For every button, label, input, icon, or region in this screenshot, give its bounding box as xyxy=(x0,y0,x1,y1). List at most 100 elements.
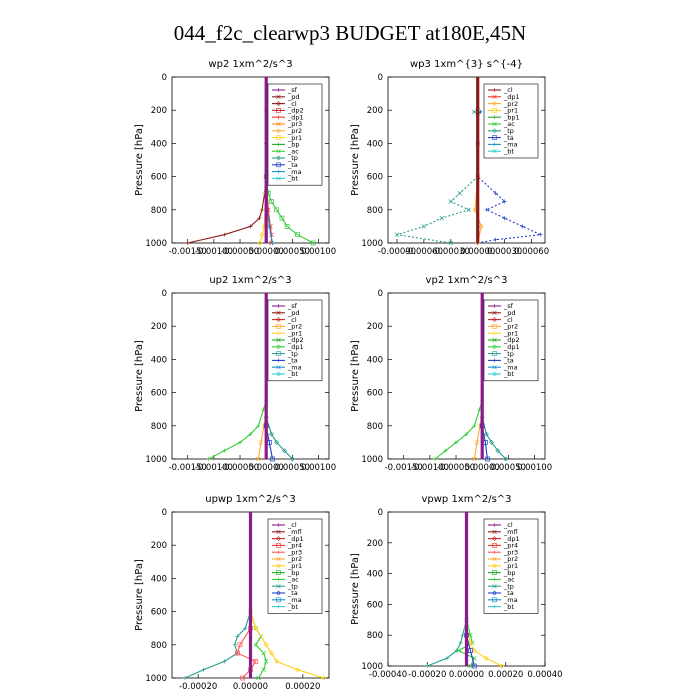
data-point xyxy=(458,640,463,645)
plot-frame xyxy=(387,292,546,460)
legend-marker xyxy=(492,337,497,343)
legend-label: _dp1 xyxy=(287,535,304,543)
legend-label: _dp2 xyxy=(287,107,304,115)
data-point xyxy=(460,633,465,638)
data-point xyxy=(394,232,400,237)
legend-marker xyxy=(276,364,281,370)
legend-label: _bp xyxy=(287,569,300,577)
legend-marker xyxy=(276,583,281,589)
legend-label: _ac xyxy=(287,147,299,155)
legend-marker xyxy=(276,128,281,134)
legend-marker xyxy=(276,148,281,154)
data-point xyxy=(267,224,272,229)
legend-marker xyxy=(276,135,281,140)
x-tick-label: -0.00150 xyxy=(169,247,207,257)
plot-frame xyxy=(171,292,330,460)
legend-label: _cl xyxy=(503,86,513,94)
data-point xyxy=(478,223,484,229)
legend-label: _pr3 xyxy=(287,548,302,556)
legend-marker xyxy=(492,371,497,377)
legend-marker xyxy=(276,543,281,548)
y-tick-label: 400 xyxy=(151,139,167,149)
legend-marker xyxy=(276,88,281,92)
legend-label: _dp1 xyxy=(287,343,304,351)
legend-label: _bp1 xyxy=(503,113,520,121)
data-point xyxy=(243,626,248,631)
series-line-pr3 xyxy=(236,512,257,679)
legend-label: _pr2 xyxy=(503,100,518,108)
data-point xyxy=(253,625,259,631)
legend-label: _dp2 xyxy=(287,336,304,344)
x-tick-label: -0.00040 xyxy=(369,670,407,680)
x-tick-label: -0.00150 xyxy=(169,463,207,473)
legend-marker xyxy=(276,142,281,147)
legend-marker xyxy=(492,115,497,120)
data-point xyxy=(295,232,300,238)
legend-label: _cl xyxy=(503,521,513,529)
data-point xyxy=(472,663,477,669)
data-point xyxy=(259,232,265,238)
data-point xyxy=(483,655,489,661)
x-tick-label: -0.00150 xyxy=(385,463,423,473)
panel-5: upwp 1xm^2/s^3 Pressure [hPa] 0 200 400 600 80… xyxy=(134,494,330,692)
series-line-dp1 xyxy=(434,293,483,460)
figure-suptitle: 044_f2c_clearwp3 BUDGET at180E,45N xyxy=(174,21,526,45)
data-point xyxy=(439,215,445,221)
legend-label: _ac xyxy=(503,576,515,584)
legend-marker xyxy=(276,371,281,377)
x-tick-label: 0.00050 xyxy=(275,247,310,257)
x-tick-label: -0.00090 xyxy=(378,247,416,257)
legend-marker xyxy=(492,108,497,113)
data-point xyxy=(232,642,237,647)
y-axis-label: Pressure [hPa] xyxy=(134,340,145,412)
data-point xyxy=(472,423,477,428)
y-tick-label: 400 xyxy=(151,574,167,584)
data-point xyxy=(183,676,188,680)
legend-label: _tp xyxy=(287,582,298,590)
y-tick-label: 1000 xyxy=(361,455,383,465)
legend-label: _pr3 xyxy=(287,120,302,128)
legend-label: _dp1 xyxy=(503,535,520,543)
legend-marker xyxy=(276,101,281,107)
legend-marker xyxy=(492,604,497,609)
data-point xyxy=(502,216,507,221)
legend-marker xyxy=(492,583,497,589)
y-tick-label: 800 xyxy=(151,641,167,651)
legend-label: _ma xyxy=(503,596,518,604)
data-point xyxy=(201,667,206,672)
data-point xyxy=(253,642,258,648)
legend-marker xyxy=(276,570,281,575)
y-tick-label: 400 xyxy=(367,139,383,149)
data-point xyxy=(258,440,264,445)
legend-label: _dp1 xyxy=(287,113,304,121)
y-tick-label: 0 xyxy=(378,508,383,518)
y-tick-label: 200 xyxy=(367,106,383,116)
x-tick-label: 0.00000 xyxy=(465,463,500,473)
legend-label: _bt xyxy=(287,603,298,611)
y-tick-label: 600 xyxy=(367,600,383,610)
data-point xyxy=(248,224,253,229)
legend-label: _bt xyxy=(287,370,298,378)
legend-marker xyxy=(276,604,281,609)
legend-marker xyxy=(492,310,497,316)
legend-label: _ta xyxy=(503,134,514,142)
panel-title: vp2 1xm^2/s^3 xyxy=(426,275,508,286)
legend-marker xyxy=(276,162,281,168)
x-tick-label: 0.00050 xyxy=(491,463,526,473)
legend-label: _mfl xyxy=(503,528,518,536)
legend-marker xyxy=(492,128,497,134)
data-point xyxy=(310,240,316,246)
data-point xyxy=(274,439,280,445)
legend-label: _pr2 xyxy=(503,555,518,563)
data-point xyxy=(253,659,259,664)
legend-marker xyxy=(276,536,281,542)
data-point xyxy=(268,431,274,437)
legend-marker xyxy=(492,529,497,535)
legend-label: _bp xyxy=(503,569,516,577)
data-point xyxy=(248,432,253,437)
data-point xyxy=(493,237,498,242)
y-tick-label: 600 xyxy=(151,389,167,399)
data-point xyxy=(485,456,490,462)
x-tick-label: -0.00050 xyxy=(437,463,475,473)
y-tick-label: 0 xyxy=(378,73,383,83)
